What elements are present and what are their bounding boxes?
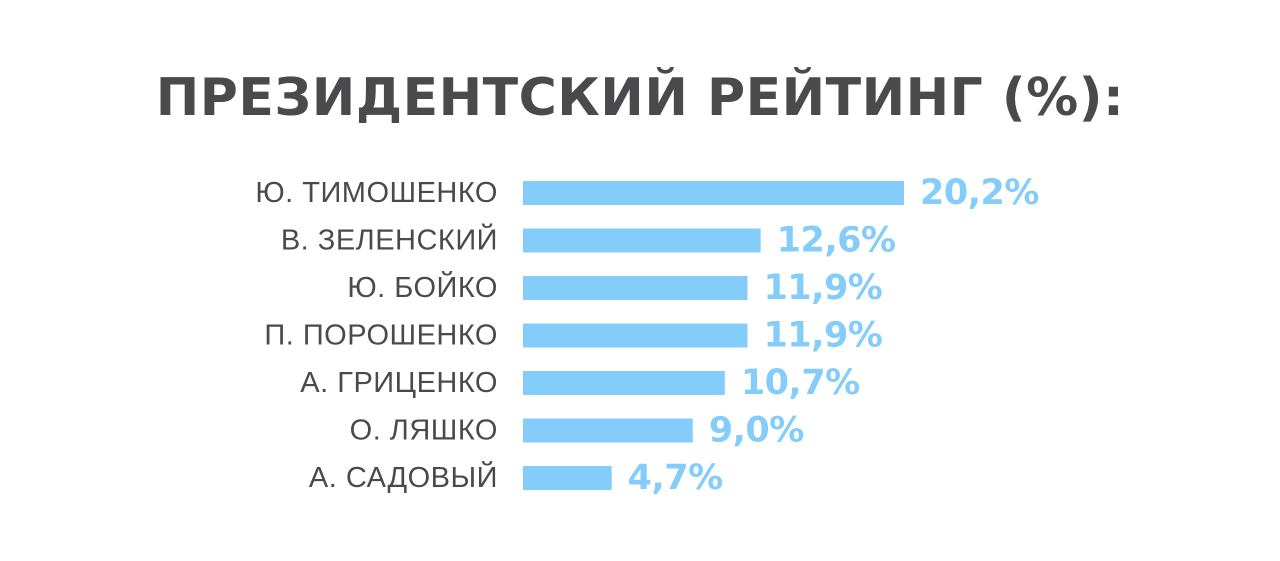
category-label: Ю. БОЙКО bbox=[347, 270, 498, 304]
bar bbox=[523, 276, 748, 300]
category-label: П. ПОРОШЕНКО bbox=[264, 320, 498, 352]
category-label: Ю. ТИМОШЕНКО bbox=[255, 177, 498, 209]
bar bbox=[523, 418, 693, 443]
category-label: А. ГРИЦЕНКО bbox=[300, 367, 498, 399]
value-label: 11,9% bbox=[763, 268, 882, 308]
value-label: 11,9% bbox=[763, 316, 882, 356]
value-label: 10,7% bbox=[741, 363, 860, 403]
bars-group: Ю. ТИМОШЕНКО 20,2% В. ЗЕЛЕНСКИЙ 12,6% Ю. БОЙ… bbox=[255, 173, 1039, 498]
value-label: 20,2% bbox=[920, 173, 1039, 213]
bar bbox=[523, 228, 761, 253]
bar bbox=[523, 371, 725, 395]
category-label: В. ЗЕЛЕНСКИЙ bbox=[281, 223, 498, 257]
category-label: А. САДОВЫЙ bbox=[309, 460, 498, 494]
category-label: О. ЛЯШКО bbox=[350, 415, 498, 447]
bar bbox=[523, 466, 612, 490]
bar bbox=[523, 323, 748, 348]
chart-title: ПРЕЗИДЕНТСКИЙ РЕЙТИНГ (%): bbox=[155, 68, 1125, 128]
value-label: 9,0% bbox=[709, 411, 804, 451]
value-label: 12,6% bbox=[777, 221, 896, 261]
value-label: 4,7% bbox=[628, 458, 723, 498]
bar bbox=[523, 181, 904, 205]
